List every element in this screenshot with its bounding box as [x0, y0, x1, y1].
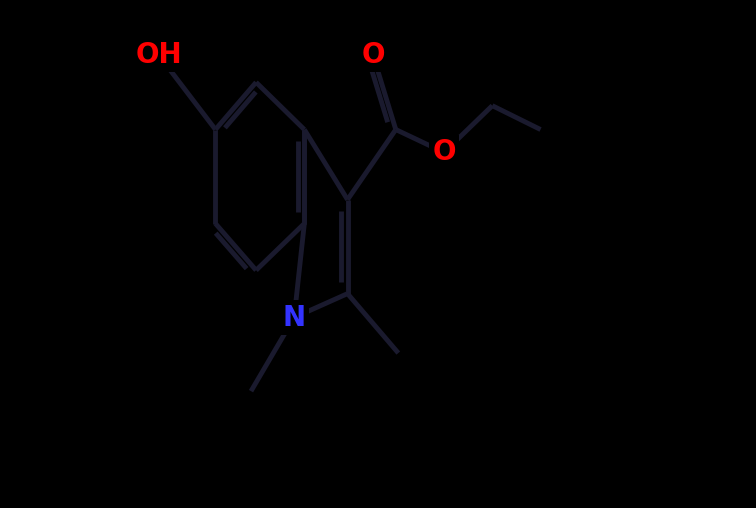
Text: O: O [361, 41, 385, 69]
Text: O: O [432, 138, 456, 167]
Text: OH: OH [135, 41, 182, 69]
Text: N: N [283, 303, 305, 332]
